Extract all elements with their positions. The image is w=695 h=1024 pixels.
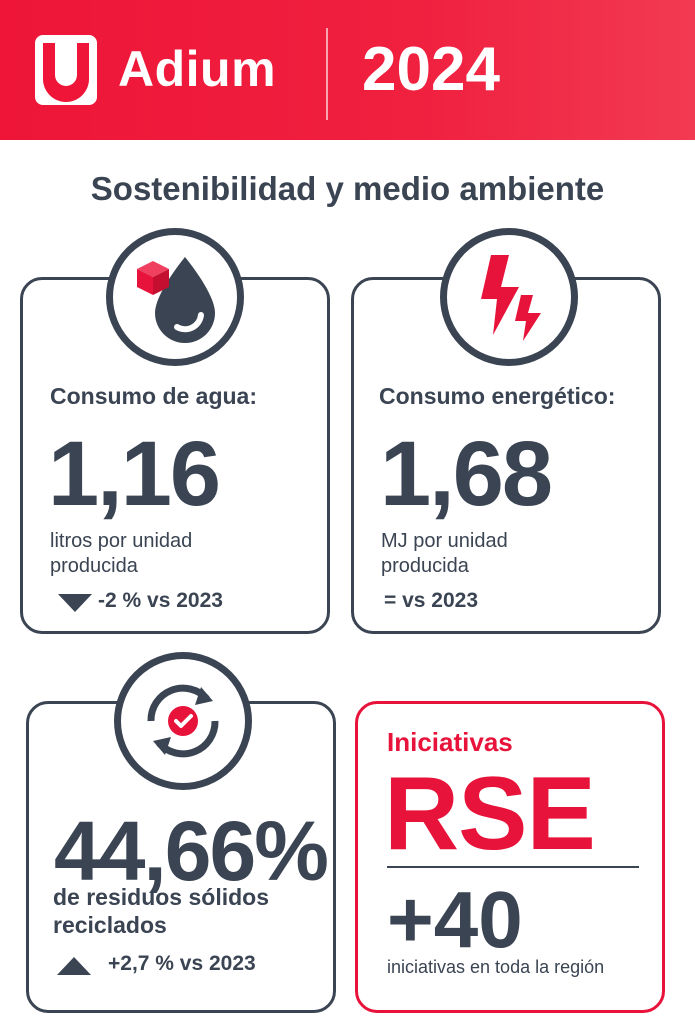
- brand-name: Adium: [118, 41, 277, 97]
- section-title: Sostenibilidad y medio ambiente: [90, 170, 605, 207]
- rse-heading: RSE: [384, 756, 596, 872]
- rse-count: +40: [387, 875, 523, 964]
- waste-value: 44,66%: [54, 804, 329, 898]
- header-banner: Adium 2024: [0, 0, 695, 140]
- rse-title: Iniciativas: [387, 727, 513, 757]
- waste-caption-line2: reciclados: [53, 912, 167, 938]
- water-comparison: -2 % vs 2023: [98, 589, 223, 612]
- recycle-check-icon: [147, 684, 219, 758]
- rse-initiatives-card: [355, 701, 665, 1013]
- waste-icon-circle: [114, 652, 252, 790]
- energy-unit-line2: producida: [381, 555, 469, 577]
- lightning-icon: [481, 255, 541, 341]
- water-icon-circle: [106, 228, 244, 366]
- energy-unit-line1: MJ por unidad: [381, 530, 508, 552]
- energy-icon-circle: [440, 228, 578, 366]
- header-divider: [326, 28, 328, 120]
- rse-caption: iniciativas en toda la región: [387, 957, 605, 977]
- water-value: 1,16: [48, 423, 221, 525]
- waste-caption-line1: de residuos sólidos: [53, 884, 269, 910]
- adium-logo-icon: [35, 35, 97, 105]
- water-label: Consumo de agua:: [50, 383, 258, 409]
- energy-value: 1,68: [380, 423, 553, 525]
- water-unit-line1: litros por unidad: [50, 530, 193, 552]
- energy-label: Consumo energético:: [379, 383, 616, 409]
- water-unit-line2: producida: [50, 555, 138, 577]
- water-consumption-card: [20, 277, 330, 634]
- waste-comparison: +2,7 % vs 2023: [108, 952, 256, 975]
- energy-comparison: = vs 2023: [384, 589, 479, 612]
- trend-down-icon: [58, 594, 92, 612]
- report-year: 2024: [362, 35, 500, 104]
- rse-divider: [387, 866, 639, 868]
- water-drop-box-icon: [137, 257, 215, 343]
- trend-up-icon: [57, 957, 91, 975]
